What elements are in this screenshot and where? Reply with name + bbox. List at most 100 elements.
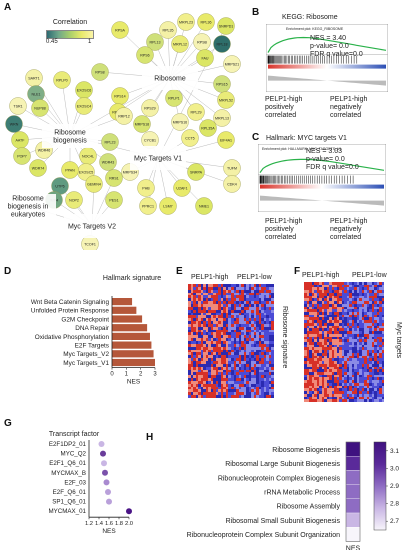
- heatmap-cell: [329, 317, 332, 321]
- gsea-hits: [259, 175, 354, 184]
- heatmap-cell: [248, 366, 252, 370]
- heatmap-cell: [193, 380, 196, 385]
- heatmap-cell: [258, 315, 262, 319]
- heatmap-cell: [356, 377, 360, 381]
- heatmap-cell: [193, 309, 196, 313]
- heatmap-cell: [374, 325, 377, 329]
- heatmap-cell: [376, 382, 380, 386]
- heatmap-cell: [359, 336, 362, 340]
- heatmap-cell: [339, 382, 342, 386]
- heatmap-cell: [326, 396, 330, 400]
- heatmap-cell: [371, 336, 375, 340]
- heatmap-cell: [190, 352, 194, 356]
- heatmap-cell: [349, 366, 352, 370]
- heatmap-cell: [371, 317, 375, 321]
- heatmap-cell: [314, 306, 317, 310]
- heatmap-cell: [324, 369, 327, 373]
- heatmap-cell: [215, 312, 219, 316]
- heatmap-cell: [218, 366, 222, 370]
- heatmap-cell: [351, 391, 355, 395]
- heatmap-cell: [253, 312, 257, 316]
- heatmap-cell: [213, 301, 217, 305]
- heatmap-cell: [304, 372, 307, 376]
- heatmap-cell: [190, 315, 194, 319]
- dot: [105, 489, 111, 495]
- heatmap-cell: [195, 332, 199, 336]
- heatmap-cell: [200, 383, 204, 387]
- heatmap-cell: [266, 395, 270, 398]
- heatmap-cell: [379, 363, 382, 367]
- heatmap-cell: [381, 399, 384, 402]
- heatmap-cell: [336, 393, 340, 397]
- heatmap-cell: [248, 323, 252, 328]
- heatmap-cell: [344, 287, 347, 291]
- heatmap-cell: [351, 344, 355, 348]
- heatmap-cell: [345, 470, 361, 485]
- gene-node: RPL18: [213, 35, 231, 53]
- heatmap-cell: [324, 391, 327, 395]
- heatmap-cell: [188, 292, 191, 296]
- heatmap-cell: [381, 314, 384, 318]
- heatmap-cell: [346, 292, 350, 296]
- gene-node-label: EXOSC5: [79, 171, 94, 175]
- heatmap-cell: [324, 399, 327, 402]
- heatmap-cell: [215, 292, 219, 296]
- heatmap-cell: [268, 341, 272, 345]
- heatmap-cell: [374, 284, 377, 288]
- heatmap-cell: [339, 399, 342, 402]
- heatmap-cell: [369, 301, 372, 305]
- heatmap-cell: [356, 298, 360, 302]
- heatmap-cell: [215, 380, 219, 385]
- heatmap-cell: [238, 286, 242, 290]
- heatmap-cell: [306, 399, 310, 402]
- heatmap-cell: [190, 292, 194, 296]
- heatmap-cell: [354, 399, 357, 402]
- heatmap-cell: [243, 360, 247, 365]
- heatmap-cell: [246, 346, 249, 350]
- heatmap-cell: [366, 342, 370, 346]
- heatmap-cell: [331, 382, 335, 386]
- heatmap-cell: [208, 352, 212, 356]
- heatmap-cell: [364, 333, 367, 337]
- heatmap-cell: [203, 292, 206, 296]
- heatmap-cell: [271, 321, 274, 325]
- heatmap-cell: [331, 325, 335, 329]
- heatmap-cell: [228, 309, 232, 313]
- heatmap-cell: [369, 366, 372, 370]
- heatmap-cell: [218, 369, 222, 373]
- heatmap-cell: [248, 329, 252, 333]
- heatmap-cell: [253, 372, 257, 376]
- heatmap-cell: [339, 391, 342, 395]
- heatmap-cell: [268, 318, 272, 322]
- heatmap-cell: [344, 342, 347, 346]
- heatmap-cell: [349, 282, 352, 286]
- heatmap-cell: [271, 315, 274, 319]
- heatmap-cell: [339, 377, 342, 381]
- heatmap-cell: [218, 289, 222, 293]
- heatmap-cell: [379, 325, 382, 329]
- heatmap-cell: [223, 358, 227, 362]
- heatmap-cell: [203, 284, 206, 288]
- heatmap-cell: [361, 344, 365, 348]
- panel-label-b: B: [252, 7, 260, 18]
- heatmap-cell: [369, 350, 372, 354]
- heatmap-cell: [346, 301, 350, 305]
- heatmap-cell: [220, 363, 224, 367]
- heatmap-cell: [314, 388, 317, 392]
- heatmap-cell: [326, 333, 330, 337]
- heatmap-cell: [215, 303, 219, 308]
- heatmap-cell: [253, 289, 257, 293]
- heatmap-cell: [329, 388, 332, 392]
- heatmap-cell: [346, 382, 350, 386]
- heatmap-cell: [198, 335, 201, 339]
- heatmap-cell: [369, 314, 372, 318]
- heatmap-cell: [193, 366, 196, 370]
- heatmap-cell: [359, 298, 362, 302]
- heatmap-cell: [238, 392, 242, 396]
- gene-node-label: NUP88: [34, 107, 46, 111]
- heatmap-cell: [251, 332, 255, 336]
- heatmap-cell: [220, 306, 224, 310]
- heatmap-cell: [253, 332, 257, 336]
- heatmap-cell: [238, 355, 242, 359]
- heatmap-cell: [371, 325, 375, 329]
